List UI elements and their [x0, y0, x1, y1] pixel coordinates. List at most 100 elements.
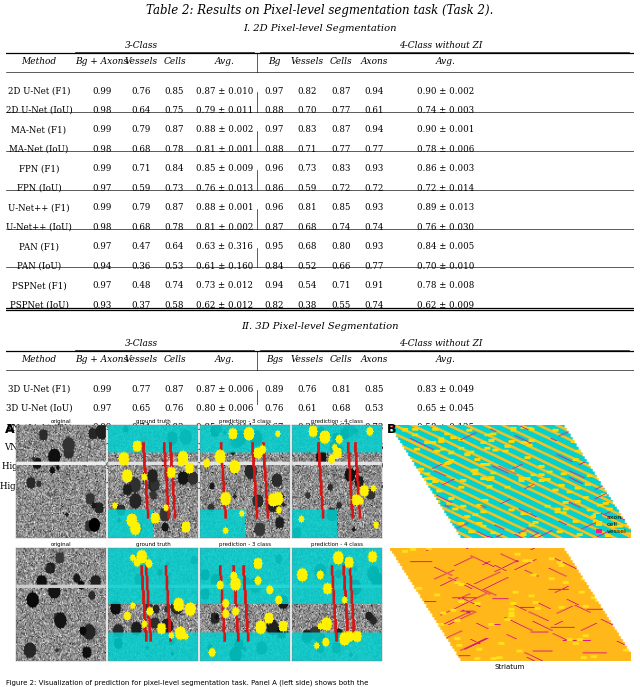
Text: 0.53: 0.53 — [364, 404, 383, 413]
Text: 3-Class: 3-Class — [125, 339, 158, 348]
Text: 0.78 ± 0.008: 0.78 ± 0.008 — [417, 281, 474, 290]
Text: 0.79: 0.79 — [132, 126, 151, 135]
Text: Bg + Axons: Bg + Axons — [76, 354, 128, 363]
Text: 0.72: 0.72 — [331, 462, 350, 471]
Text: 0.80 ± 0.006: 0.80 ± 0.006 — [196, 404, 253, 413]
Text: 0.93: 0.93 — [92, 300, 111, 310]
Text: PAN (IoU): PAN (IoU) — [17, 262, 61, 271]
Text: 0.71: 0.71 — [331, 281, 351, 290]
Text: 2D U-Net (F1): 2D U-Net (F1) — [8, 87, 70, 95]
Text: 0.86: 0.86 — [264, 184, 284, 193]
Text: U-Net++ (F1): U-Net++ (F1) — [8, 203, 70, 212]
Text: 0.61 ± 0.160: 0.61 ± 0.160 — [196, 262, 253, 271]
Text: 0.80: 0.80 — [331, 242, 351, 251]
Text: 0.97: 0.97 — [92, 281, 111, 290]
Text: 0.89 ± 0.013: 0.89 ± 0.013 — [417, 203, 474, 212]
Text: 0.74: 0.74 — [165, 281, 184, 290]
Text: 0.87 ± 0.010: 0.87 ± 0.010 — [196, 87, 253, 95]
Text: 0.58 ± 0.125: 0.58 ± 0.125 — [417, 423, 474, 432]
Text: 0.93: 0.93 — [364, 203, 383, 212]
Text: 0.70 ± 0.010: 0.70 ± 0.010 — [417, 262, 474, 271]
Text: 0.93: 0.93 — [364, 242, 383, 251]
Text: 0.73 ± 0.012: 0.73 ± 0.012 — [196, 281, 253, 290]
Text: 0.85: 0.85 — [164, 462, 184, 471]
Text: HighResNet (F1): HighResNet (F1) — [2, 462, 76, 471]
Text: Axons: Axons — [360, 57, 388, 66]
Text: 0.72: 0.72 — [364, 184, 383, 193]
Text: Method: Method — [22, 354, 56, 363]
Text: 0.87: 0.87 — [164, 126, 184, 135]
Text: 0.42 ± 0.103: 0.42 ± 0.103 — [417, 443, 474, 452]
Text: 0.65: 0.65 — [132, 404, 151, 413]
Text: 0.77 ± 0.015: 0.77 ± 0.015 — [196, 482, 253, 491]
Text: 0.98: 0.98 — [92, 223, 111, 232]
Text: 0.76: 0.76 — [264, 404, 284, 413]
Text: 0.46: 0.46 — [364, 443, 383, 452]
Text: VNetLight (IoU): VNetLight (IoU) — [4, 443, 74, 452]
Text: 0.59: 0.59 — [132, 184, 151, 193]
Text: 0.64: 0.64 — [132, 106, 151, 115]
Title: prediction - 4 class: prediction - 4 class — [311, 419, 364, 424]
Text: 0.61: 0.61 — [131, 482, 151, 491]
Text: 0.88 ± 0.002: 0.88 ± 0.002 — [196, 126, 253, 135]
Text: 0.79 ± 0.011: 0.79 ± 0.011 — [196, 106, 253, 115]
Text: 0.76 ± 0.011: 0.76 ± 0.011 — [196, 443, 253, 452]
Text: 0.36: 0.36 — [298, 482, 317, 491]
Text: 0.90 ± 0.001: 0.90 ± 0.001 — [417, 126, 474, 135]
Text: 0.77: 0.77 — [132, 385, 151, 394]
Text: Vessels: Vessels — [291, 354, 324, 363]
Text: 0.97: 0.97 — [264, 126, 284, 135]
Circle shape — [90, 519, 99, 531]
Text: 0.76: 0.76 — [298, 385, 317, 394]
Text: 0.76 ± 0.013: 0.76 ± 0.013 — [196, 184, 253, 193]
Text: 0.94: 0.94 — [92, 262, 111, 271]
Text: 0.65 ± 0.045: 0.65 ± 0.045 — [417, 404, 474, 413]
Text: Bg + Axons: Bg + Axons — [76, 57, 128, 66]
Text: 0.96: 0.96 — [264, 203, 284, 212]
Text: 0.74: 0.74 — [364, 223, 383, 232]
Text: 0.48: 0.48 — [131, 281, 151, 290]
Text: 3D U-Net (IoU): 3D U-Net (IoU) — [6, 404, 72, 413]
Text: 0.97: 0.97 — [264, 87, 284, 95]
Text: 0.97: 0.97 — [92, 482, 111, 491]
Text: Cells: Cells — [330, 354, 352, 363]
Text: 0.54: 0.54 — [298, 281, 317, 290]
Text: 0.68: 0.68 — [331, 404, 351, 413]
Text: 0.70: 0.70 — [264, 443, 284, 452]
Text: 0.97: 0.97 — [92, 443, 111, 452]
Text: 0.70: 0.70 — [164, 443, 184, 452]
Text: 0.78 ± 0.006: 0.78 ± 0.006 — [417, 145, 474, 154]
Text: 0.73: 0.73 — [165, 482, 184, 491]
Title: original: original — [51, 542, 71, 547]
Text: Bg: Bg — [268, 57, 280, 66]
Text: 0.99: 0.99 — [92, 423, 111, 432]
Text: 0.62 ± 0.009: 0.62 ± 0.009 — [417, 300, 474, 310]
Text: 0.81 ± 0.001: 0.81 ± 0.001 — [196, 145, 253, 154]
Text: 0.94: 0.94 — [364, 87, 383, 95]
Text: 0.52: 0.52 — [298, 262, 317, 271]
Text: Vessels: Vessels — [125, 354, 158, 363]
Text: 0.77: 0.77 — [331, 145, 350, 154]
Text: U-Net++ (IoU): U-Net++ (IoU) — [6, 223, 72, 232]
Text: 0.74: 0.74 — [132, 462, 151, 471]
Text: 3D U-Net (F1): 3D U-Net (F1) — [8, 385, 70, 394]
Text: 0.97: 0.97 — [92, 242, 111, 251]
Text: Table 2: Results on Pixel-level segmentation task (Task 2).: Table 2: Results on Pixel-level segmenta… — [147, 4, 493, 17]
Text: 0.47: 0.47 — [132, 242, 151, 251]
Text: 0.64: 0.64 — [165, 242, 184, 251]
Text: 0.99: 0.99 — [92, 385, 111, 394]
Text: Bgs: Bgs — [266, 354, 283, 363]
Text: 0.51: 0.51 — [298, 462, 317, 471]
Text: 0.71: 0.71 — [298, 145, 317, 154]
Text: 0.76 ± 0.030: 0.76 ± 0.030 — [417, 223, 474, 232]
Text: Avg.: Avg. — [435, 57, 456, 66]
Text: 0.99: 0.99 — [92, 462, 111, 471]
Text: 0.93: 0.93 — [364, 164, 383, 173]
Text: Figure 2: Visualization of prediction for pixel-level segmentation task. Panel A: Figure 2: Visualization of prediction fo… — [6, 679, 369, 686]
Text: 0.52 ± 0.051: 0.52 ± 0.051 — [417, 482, 474, 491]
Text: 0.83 ± 0.049: 0.83 ± 0.049 — [417, 385, 474, 394]
Text: 0.57: 0.57 — [331, 482, 350, 491]
Text: 0.67: 0.67 — [264, 423, 284, 432]
Text: 0.95: 0.95 — [264, 242, 284, 251]
Text: 0.97: 0.97 — [92, 184, 111, 193]
